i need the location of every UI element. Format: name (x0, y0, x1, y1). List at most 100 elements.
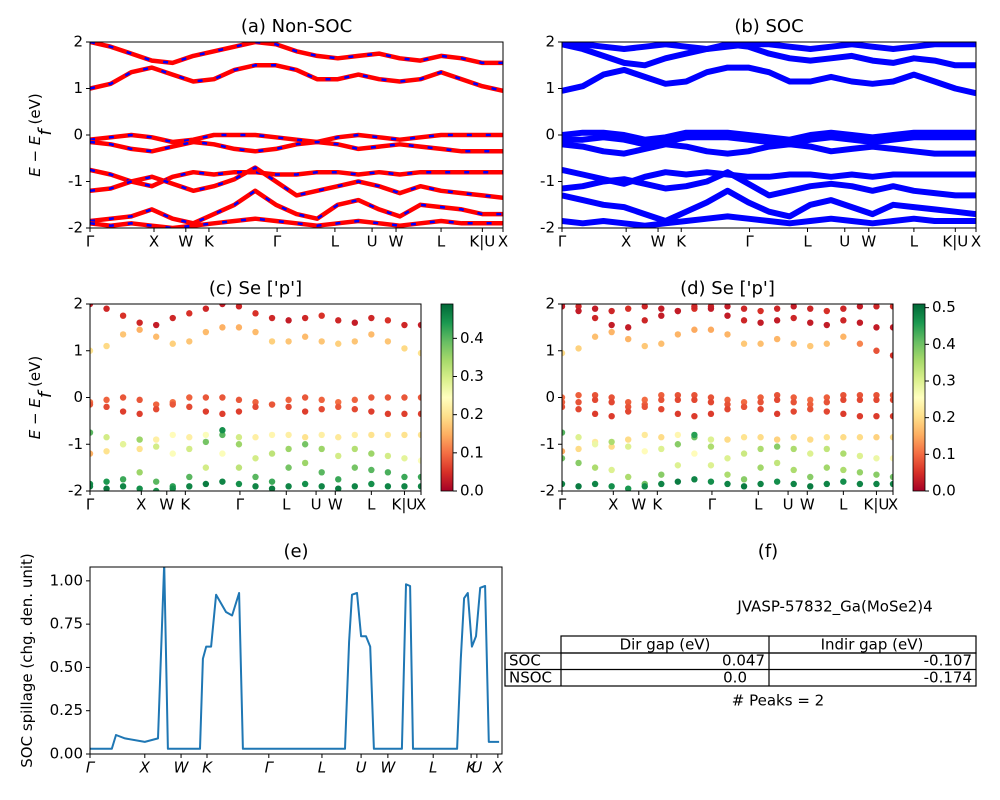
y-tick-label: 0 (73, 388, 83, 406)
band-point (773, 443, 781, 450)
band-point (724, 401, 731, 408)
band-point (575, 405, 582, 413)
band-point (575, 345, 582, 352)
colorbar (912, 303, 926, 492)
band-point (773, 436, 781, 443)
band-point (807, 305, 814, 312)
x-tick-label: L (754, 496, 763, 514)
band-point (674, 431, 682, 439)
band-point (285, 396, 292, 404)
band-point (103, 403, 110, 411)
band-point (252, 310, 259, 317)
y-tick-label: -1 (68, 172, 83, 190)
x-tick-label: K (180, 496, 191, 514)
y-tick-label: -2 (540, 219, 555, 237)
band-point (301, 434, 309, 441)
band-point (608, 307, 615, 315)
band-point (790, 466, 797, 474)
table-cell: 0.0 (723, 669, 747, 687)
band-point (608, 321, 615, 329)
band-point (169, 340, 176, 347)
x-tick-label: X (492, 759, 504, 777)
plot-area (90, 304, 421, 491)
band-point (136, 445, 143, 453)
band-point (757, 434, 764, 441)
x-tick-label: L (367, 496, 376, 514)
band-point (674, 462, 682, 469)
y-tick-label: 1 (73, 79, 83, 97)
band-point (285, 403, 292, 411)
band-point (840, 317, 847, 324)
x-tick-label: Γ (273, 233, 282, 251)
band-point (625, 408, 632, 415)
band-point (235, 304, 243, 310)
band-point (856, 304, 864, 310)
band-point (252, 473, 259, 481)
band-point (136, 319, 143, 326)
y-tick-label: 2 (545, 295, 555, 313)
x-tick-label: K (652, 496, 663, 514)
band-line (562, 213, 976, 228)
band-point (691, 396, 698, 404)
panel: (e) SOC spillage (chg. den. unit) 0.00 0.25… (18, 541, 504, 777)
y-tick-label: 2 (545, 33, 555, 51)
band-point (641, 342, 648, 350)
band-point (417, 483, 421, 490)
band-line (562, 169, 976, 199)
band-point (562, 349, 566, 357)
band-point (873, 413, 880, 420)
table-header: Indir gap (eV) (821, 636, 924, 654)
y-tick-label: 0.25 (50, 701, 83, 719)
y-tick-label: -1 (540, 172, 555, 190)
band-point (119, 394, 127, 401)
colorbar-tick-label: 0.1 (460, 443, 484, 461)
band-point (417, 431, 421, 439)
band-point (235, 324, 243, 331)
band-point (153, 443, 160, 450)
band-point (562, 429, 566, 436)
band-point (889, 473, 893, 481)
x-tick-label: Γ (236, 496, 245, 514)
colorbar-tick-label: 0.4 (932, 335, 956, 353)
band-point (285, 431, 292, 439)
band-point (773, 459, 781, 467)
band-point (384, 317, 392, 324)
band-point (658, 396, 665, 404)
band-point (707, 462, 715, 469)
band-point (625, 324, 632, 331)
caption: JVASP-57832_Ga(MoSe2)4 (736, 598, 932, 617)
band-point (318, 483, 325, 490)
band-point (575, 304, 582, 310)
band-point (625, 398, 632, 406)
colorbar-tick-label: 0.2 (460, 405, 484, 423)
band-point (202, 480, 210, 488)
band-point (823, 464, 830, 471)
table-cell: -0.107 (924, 652, 972, 670)
x-tick-label: W (651, 233, 666, 251)
x-tick-label: X (136, 496, 146, 514)
band-point (368, 480, 375, 488)
x-tick-label: W (389, 233, 404, 251)
band-point (90, 429, 94, 436)
band-point (807, 436, 814, 443)
band-point (658, 312, 665, 319)
band-point (591, 305, 599, 312)
band-point (625, 443, 632, 450)
band-point (401, 483, 408, 490)
colorbar-tick-label: 0.5 (932, 298, 956, 316)
band-point (840, 478, 847, 485)
band-point (268, 338, 276, 345)
band-point (823, 340, 830, 347)
band-point (608, 413, 615, 420)
band-point (740, 305, 748, 312)
band-point (252, 455, 259, 462)
band-point (562, 304, 566, 310)
band-point (417, 410, 421, 418)
band-point (136, 485, 143, 491)
band-point (823, 408, 830, 415)
band-point (153, 321, 160, 329)
band-point (368, 331, 375, 338)
band-point (103, 448, 110, 455)
